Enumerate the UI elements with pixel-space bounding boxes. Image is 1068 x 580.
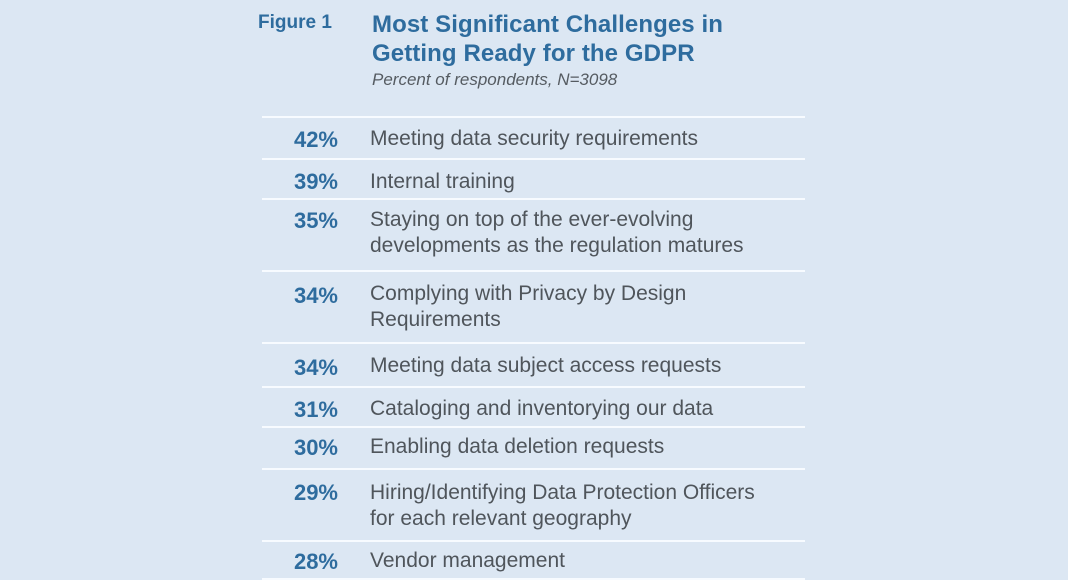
row-divider [262, 540, 805, 542]
table-row: 34% Complying with Privacy by Design Requi… [262, 272, 805, 342]
table-row: 31% Cataloging and inventorying our data [262, 388, 805, 426]
row-divider [262, 578, 805, 580]
challenge-label-line: Meeting data subject access requests [370, 354, 722, 377]
challenge-label-line: Enabling data deletion requests [370, 435, 665, 458]
challenge-label: Hiring/Identifying Data Protection Offic… [370, 480, 755, 532]
challenge-label-line: Meeting data security requirements [370, 127, 698, 150]
percent-value: 28% [293, 549, 338, 574]
table-row: 35% Staying on top of the ever-evolving de… [262, 200, 805, 270]
percent-value: 39% [293, 169, 338, 194]
chart-title: Most Significant Challenges in Getting R… [372, 10, 723, 68]
chart-title-line-2: Getting Ready for the GDPR [372, 40, 695, 67]
row-divider [262, 468, 805, 470]
percent-value: 34% [293, 283, 338, 308]
percent-value: 30% [293, 435, 338, 460]
row-divider [262, 270, 805, 272]
challenge-label: Vendor management [370, 548, 565, 574]
challenge-label-line: Hiring/Identifying Data Protection Offic… [370, 481, 755, 504]
row-divider [262, 198, 805, 200]
challenge-label: Meeting data subject access requests [370, 353, 721, 379]
challenge-label-line: Staying on top of the ever-evolving [370, 208, 694, 231]
challenge-label: Enabling data deletion requests [370, 434, 664, 460]
challenge-label: Cataloging and inventorying our data [370, 396, 713, 422]
figure-label: Figure 1 [258, 12, 332, 33]
challenge-label: Complying with Privacy by Design Requirem… [370, 281, 686, 333]
challenge-label: Staying on top of the ever-evolving devel… [370, 207, 744, 259]
row-divider [262, 386, 805, 388]
challenge-label-line: for each relevant geography [370, 507, 632, 530]
challenge-label: Internal training [370, 169, 515, 195]
challenge-label: Meeting data security requirements [370, 126, 698, 152]
row-divider [262, 426, 805, 428]
challenge-label-line: Complying with Privacy by Design [370, 282, 687, 305]
percent-value: 42% [293, 127, 338, 152]
challenge-label-line: Cataloging and inventorying our data [370, 397, 714, 420]
row-divider [262, 116, 805, 118]
table-row: 39% Internal training [262, 160, 805, 198]
percent-value: 34% [293, 355, 338, 380]
table-row: 30% Enabling data deletion requests [262, 428, 805, 468]
challenges-table: 42% Meeting data security requirements 39%… [262, 116, 805, 580]
percent-value: 35% [293, 208, 338, 233]
chart-subtitle: Percent of respondents, N=3098 [372, 70, 618, 89]
challenge-label-line: developments as the regulation matures [370, 234, 744, 257]
row-divider [262, 158, 805, 160]
challenge-label-line: Vendor management [370, 549, 565, 572]
row-divider [262, 342, 805, 344]
challenge-label-line: Internal training [370, 170, 515, 193]
percent-value: 31% [293, 397, 338, 422]
table-row: 42% Meeting data security requirements [262, 118, 805, 158]
chart-title-line-1: Most Significant Challenges in [372, 11, 724, 38]
challenge-label-line: Requirements [370, 308, 501, 331]
table-row: 28% Vendor management [262, 542, 805, 578]
percent-value: 29% [293, 480, 338, 505]
table-row: 34% Meeting data subject access requests [262, 344, 805, 386]
table-row: 29% Hiring/Identifying Data Protection Of… [262, 470, 805, 540]
